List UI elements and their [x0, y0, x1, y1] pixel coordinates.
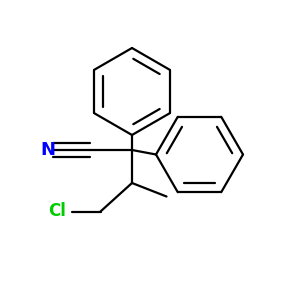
Text: N: N: [40, 141, 56, 159]
Text: Cl: Cl: [48, 202, 66, 220]
